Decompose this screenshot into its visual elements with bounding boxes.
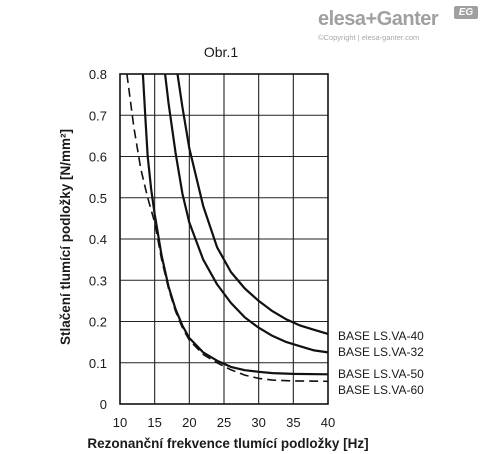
series-group — [126, 73, 329, 383]
y-tick-label: 0.2 — [89, 315, 107, 330]
y-tick-label: 0.8 — [89, 67, 107, 82]
x-tick-label: 40 — [321, 415, 335, 430]
y-tick-labels: 0 0.1 0.2 0.3 0.4 0.5 0.6 0.7 0.8 — [89, 67, 107, 412]
series-line — [141, 73, 329, 376]
chart-title: Obr.1 — [204, 44, 238, 60]
y-axis-label: Stlačení tlumící podložky [N/mm²] — [58, 129, 73, 345]
series-label: BASE LS.VA-60 — [338, 383, 424, 397]
copyright-notice: ©Copyright | elesa-ganter.com — [318, 33, 420, 42]
y-tick-label: 0.4 — [89, 232, 107, 247]
plot-frame — [119, 73, 329, 405]
x-tick-labels: 10 15 20 25 30 35 40 — [113, 415, 335, 430]
x-tick-label: 15 — [147, 415, 161, 430]
x-tick-label: 20 — [182, 415, 196, 430]
x-tick-label: 10 — [113, 415, 127, 430]
brand-logo-badge: EG — [454, 6, 478, 19]
y-tick-label: 0.5 — [89, 191, 107, 206]
series-label: BASE LS.VA-50 — [338, 367, 424, 381]
x-tick-label: 30 — [251, 415, 265, 430]
series-line — [126, 73, 329, 383]
y-tick-label: 0.1 — [89, 356, 107, 371]
brand-logo: elesa+Ganter EG ©Copyright | elesa-gante… — [318, 6, 478, 46]
y-tick-label: 0.6 — [89, 150, 107, 165]
brand-logo-text: elesa+Ganter — [318, 8, 439, 30]
chart-grid — [120, 74, 328, 404]
y-tick-label: 0.7 — [89, 108, 107, 123]
series-label: BASE LS.VA-32 — [338, 345, 424, 359]
series-labels: BASE LS.VA-40 BASE LS.VA-32 BASE LS.VA-50 B… — [338, 329, 424, 397]
series-line — [176, 73, 329, 335]
series-line — [164, 73, 329, 354]
x-axis-label: Rezonanční frekvence tlumící podložky [H… — [87, 436, 368, 451]
y-tick-label: 0.3 — [89, 273, 107, 288]
series-label: BASE LS.VA-40 — [338, 329, 424, 343]
x-tick-label: 25 — [217, 415, 231, 430]
y-tick-label: 0 — [100, 397, 107, 412]
x-tick-label: 35 — [286, 415, 300, 430]
